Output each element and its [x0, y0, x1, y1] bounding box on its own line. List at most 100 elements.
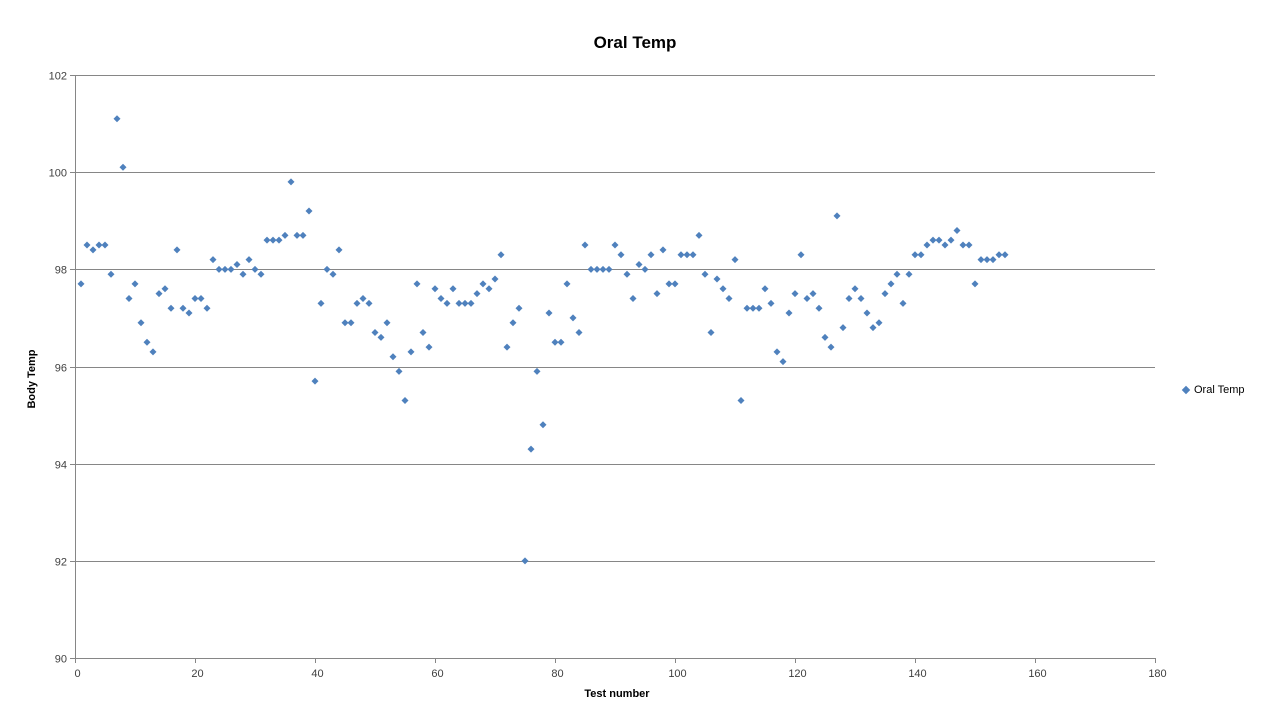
series-oral-temp: [77, 115, 1009, 565]
data-point: [215, 265, 223, 273]
data-point: [359, 294, 367, 302]
svg-text:98: 98: [55, 265, 67, 277]
data-point: [257, 270, 265, 278]
data-point: [209, 256, 217, 264]
data-point: [821, 333, 829, 341]
data-point: [785, 309, 793, 317]
data-point: [341, 319, 349, 327]
data-point: [623, 270, 631, 278]
data-point: [809, 290, 817, 298]
data-point: [695, 231, 703, 239]
data-point: [395, 367, 403, 375]
data-point: [581, 241, 589, 249]
data-point: [149, 348, 157, 356]
data-point: [797, 251, 805, 259]
data-point: [665, 280, 673, 288]
data-point: [569, 314, 577, 322]
data-point: [545, 309, 553, 317]
data-point: [461, 299, 469, 307]
data-point: [497, 251, 505, 259]
data-point: [251, 265, 259, 273]
data-point: [197, 294, 205, 302]
data-point: [563, 280, 571, 288]
data-point: [293, 231, 301, 239]
data-point: [611, 241, 619, 249]
data-point: [851, 285, 859, 293]
data-point: [983, 256, 991, 264]
data-point: [107, 270, 115, 278]
data-point: [95, 241, 103, 249]
data-point: [857, 294, 865, 302]
data-point: [803, 294, 811, 302]
data-point: [929, 236, 937, 244]
data-point: [203, 304, 211, 312]
data-point: [599, 265, 607, 273]
data-point: [383, 319, 391, 327]
svg-text:20: 20: [191, 668, 203, 680]
svg-text:160: 160: [1028, 668, 1046, 680]
data-point: [953, 226, 961, 234]
data-point: [683, 251, 691, 259]
svg-text:60: 60: [431, 668, 443, 680]
data-point: [905, 270, 913, 278]
data-point: [515, 304, 523, 312]
data-point: [863, 309, 871, 317]
svg-text:140: 140: [908, 668, 926, 680]
data-point: [401, 397, 409, 405]
data-point: [869, 324, 877, 332]
data-point: [815, 304, 823, 312]
data-point: [671, 280, 679, 288]
data-point: [473, 290, 481, 298]
data-point: [893, 270, 901, 278]
data-point: [101, 241, 109, 249]
data-point: [455, 299, 463, 307]
data-point: [761, 285, 769, 293]
data-point: [989, 256, 997, 264]
data-point: [419, 328, 427, 336]
data-point: [389, 353, 397, 361]
data-point: [827, 343, 835, 351]
data-point: [731, 256, 739, 264]
data-point: [173, 246, 181, 254]
data-point: [755, 304, 763, 312]
data-point: [923, 241, 931, 249]
data-point: [641, 265, 649, 273]
data-point: [125, 294, 133, 302]
data-point: [503, 343, 511, 351]
data-point: [941, 241, 949, 249]
data-point: [719, 285, 727, 293]
data-point: [377, 333, 385, 341]
data-point: [701, 270, 709, 278]
legend: Oral Temp: [1181, 384, 1245, 396]
y-axis-title: Body Temp: [26, 349, 38, 409]
svg-text:90: 90: [55, 654, 67, 666]
data-point: [245, 256, 253, 264]
data-point: [191, 294, 199, 302]
data-point: [317, 299, 325, 307]
svg-text:96: 96: [55, 363, 67, 375]
data-point: [557, 338, 565, 346]
svg-text:120: 120: [788, 668, 806, 680]
data-point: [911, 251, 919, 259]
data-point: [995, 251, 1003, 259]
data-point: [329, 270, 337, 278]
data-point: [551, 338, 559, 346]
data-point: [677, 251, 685, 259]
data-point: [767, 299, 775, 307]
data-point: [425, 343, 433, 351]
data-point: [479, 280, 487, 288]
data-point: [221, 265, 229, 273]
data-point: [659, 246, 667, 254]
data-point: [917, 251, 925, 259]
data-point: [1001, 251, 1009, 259]
data-point: [749, 304, 757, 312]
data-point: [227, 265, 235, 273]
data-point: [947, 236, 955, 244]
data-point: [347, 319, 355, 327]
data-point: [239, 270, 247, 278]
data-point: [131, 280, 139, 288]
data-point: [335, 246, 343, 254]
data-point: [491, 275, 499, 283]
